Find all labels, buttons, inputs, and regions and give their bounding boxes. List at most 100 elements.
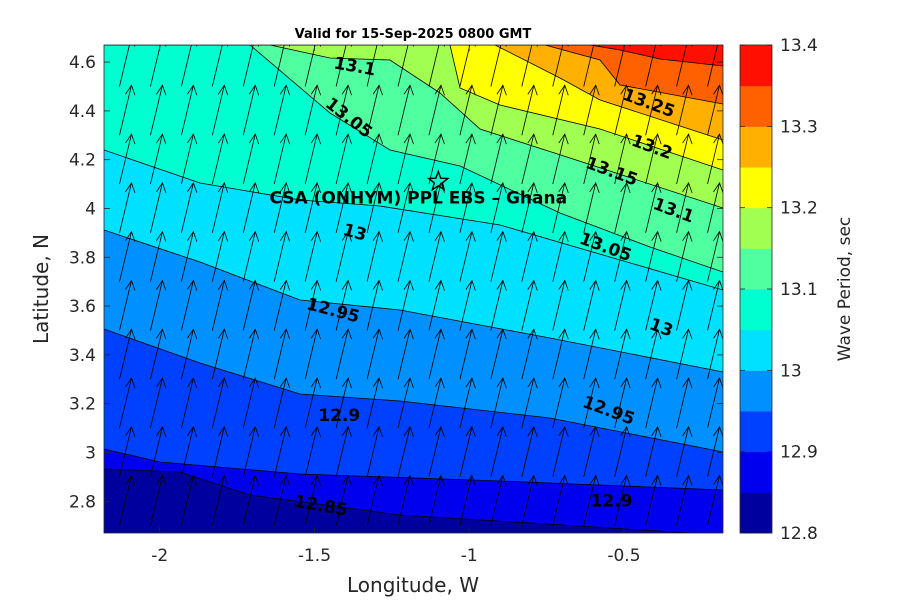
wave-arrow [119,426,132,477]
x-axis-ticks: -2 -1.5 -1 -0.5 [151,45,641,566]
wave-arrow [335,45,347,87]
wave-arrowhead [527,279,538,291]
wave-arrow [211,231,225,282]
wave-arrowhead [310,230,322,242]
x-tick-label: -2 [151,546,168,566]
wave-arrowhead [682,474,693,486]
wave-arrowhead [620,425,631,438]
wave-arrowhead [187,328,198,340]
colorbar-tick-label: 12.8 [780,524,818,544]
wave-arrow [707,280,720,331]
colorbar-swatch [740,451,772,493]
wave-arrow [273,377,287,429]
wave-arrowhead [310,279,322,291]
x-axis-label: Longitude, W [347,573,479,597]
wave-arrow [521,426,535,477]
wave-arrowhead [620,474,631,486]
wave-arrowhead [465,181,476,194]
wave-arrowhead [156,230,167,242]
wave-arrowhead [434,474,445,486]
wave-arrow [645,426,659,477]
wave-arrow [521,85,535,136]
wave-arrow [583,85,597,136]
colorbar-tick-label: 13.2 [780,199,818,219]
wave-arrow [428,231,442,282]
wave-arrowhead [465,84,476,96]
wave-arrowhead [527,133,538,145]
wave-arrowhead [279,84,291,96]
wave-arrow [645,231,659,282]
wave-arrow [583,280,597,331]
wave-arrowhead [310,133,322,145]
wave-arrowhead [187,230,198,242]
wave-arrow [119,329,132,380]
wave-arrowhead [651,230,662,242]
wave-arrowhead [496,84,507,96]
wave-arrowhead [248,279,260,291]
wave-arrow [366,329,380,380]
contour-line [104,448,723,491]
wave-arrowhead [279,328,291,340]
wave-arrowhead [620,133,631,145]
wave-arrow [459,280,473,331]
colorbar-swatch [740,411,772,453]
wave-arrowhead [713,328,723,340]
y-tick-label: 3.4 [69,346,96,366]
wave-arrowhead [589,133,600,145]
wave-arrow [645,377,659,429]
wave-arrow [707,475,720,526]
wave-arrowhead [527,230,538,242]
plot-area [104,45,723,533]
wave-arrowhead [248,230,260,242]
wave-arrowhead [310,474,322,486]
wave-arrow [119,182,132,233]
contour-band [104,45,723,66]
wave-arrowhead [403,230,414,242]
wave-arrowhead [403,133,414,145]
wave-arrow [304,426,318,477]
wave-arrowhead [434,133,445,145]
wave-arrow [459,182,473,233]
wave-arrow [366,426,380,477]
wave-arrow [459,85,473,136]
wave-arrowhead [651,181,662,194]
wave-arrowhead [589,84,600,96]
contour-line [104,229,723,373]
wave-arrowhead [558,425,569,438]
wave-arrowhead [496,230,507,242]
wave-arrowhead [217,425,229,438]
wave-arrowhead [156,181,167,194]
wave-arrow [428,45,440,87]
wave-arrowhead [620,377,631,389]
wave-arrowhead [125,425,136,438]
colorbar-tick-label: 13.4 [780,36,818,56]
wave-arrow [273,133,287,185]
wave-arrowhead [682,279,693,291]
wave-arrow [150,280,163,331]
wave-arrow [242,329,256,380]
colorbar-label: Wave Period, sec [835,217,855,362]
wave-arrow [428,182,442,233]
wave-arrowhead [341,377,353,389]
y-tick-label: 2.8 [69,492,96,512]
wave-arrow [583,329,597,380]
wave-arrowhead [651,328,662,340]
wave-arrowhead [558,84,569,96]
wave-arrow [459,475,473,526]
contour-fills [104,45,723,533]
wave-arrow [119,377,132,429]
wave-arrowhead [465,377,476,389]
wave-arrowhead [125,474,136,486]
site-label: CSA (ONHYM) PPL EBS – Ghana [269,189,567,209]
wave-arrowhead [651,425,662,438]
wave-arrowhead [403,279,414,291]
wave-arrowhead [372,84,383,96]
wave-arrow [707,377,720,429]
wave-arrow [583,475,597,526]
wave-arrowhead [682,377,693,389]
wave-arrow [676,475,689,526]
wave-arrow [366,231,380,282]
wave-arrow [242,377,256,429]
wave-arrowhead [403,474,414,486]
wave-arrow [583,45,595,87]
